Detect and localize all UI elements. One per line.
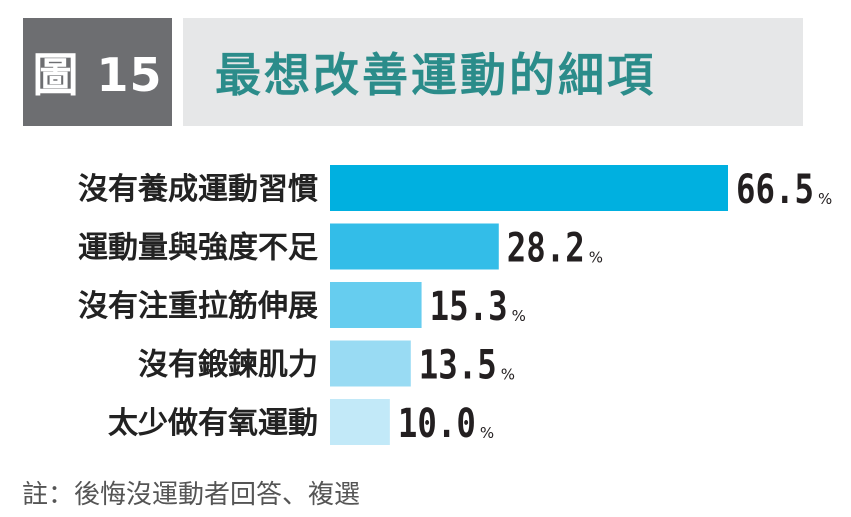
bar — [330, 340, 411, 387]
bar-chart: 沒有養成運動習慣 66.5 % 運動量與強度不足 28.2 % 沒有注重拉筋伸展 15.3 % 沒… — [78, 165, 832, 447]
bar — [330, 165, 728, 211]
value-label: 66.5 — [736, 167, 814, 213]
category-label: 沒有鍛鍊肌力 — [138, 348, 318, 383]
value-label: 10.0 — [398, 401, 476, 447]
value-label: 15.3 — [430, 284, 508, 330]
percent-unit: % — [589, 249, 603, 267]
category-label: 太少做有氧運動 — [108, 406, 318, 441]
bar — [330, 282, 422, 328]
value-label: 28.2 — [507, 226, 585, 272]
figure-number-badge: 圖 15 — [23, 18, 172, 126]
category-label: 沒有養成運動習慣 — [78, 172, 318, 207]
footnote: 註：後悔沒運動者回答、複選 — [22, 480, 361, 510]
title-bar: 最想改善運動的細項 — [183, 18, 803, 126]
percent-unit: % — [818, 190, 832, 208]
bar — [330, 399, 390, 445]
category-label: 沒有注重拉筋伸展 — [78, 289, 318, 324]
bar — [330, 223, 499, 270]
chart-title: 最想改善運動的細項 — [215, 48, 656, 102]
category-label: 運動量與強度不足 — [78, 231, 318, 266]
percent-unit: % — [512, 307, 526, 325]
percent-unit: % — [501, 366, 515, 384]
percent-unit: % — [480, 424, 494, 442]
value-label: 13.5 — [419, 343, 497, 389]
